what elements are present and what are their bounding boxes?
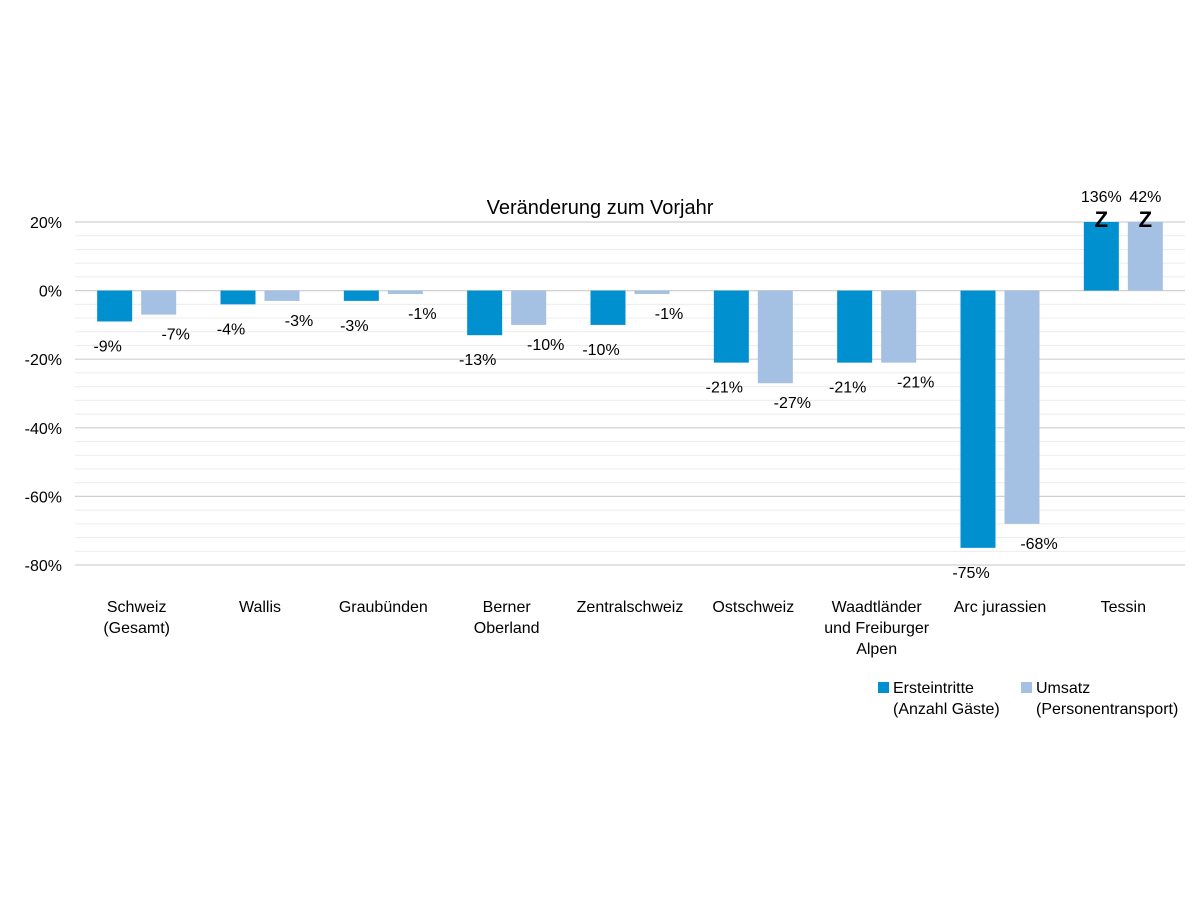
axis-break-marker: Z (1139, 207, 1152, 232)
data-label: -68% (1020, 536, 1057, 553)
bar-series1-7 (837, 290, 873, 363)
y-tick-label: -40% (25, 421, 62, 438)
bar-series2-4 (511, 290, 547, 325)
bar-series1-5 (590, 290, 626, 325)
data-label: -1% (655, 306, 683, 323)
y-tick-label: 0% (39, 284, 62, 301)
bar-series1-1 (97, 290, 133, 322)
bar-series2-7 (881, 290, 917, 363)
data-label: -3% (285, 313, 313, 330)
bar-series1-4 (467, 290, 503, 336)
legend-label-series2: (Personentransport) (1036, 701, 1178, 718)
bar-series1-9 (1083, 222, 1119, 291)
legend-swatch-series1 (878, 682, 889, 693)
category-label: (Gesamt) (103, 620, 170, 637)
category-label: Alpen (856, 641, 897, 658)
data-label: -21% (829, 380, 866, 397)
category-label: Graubünden (339, 599, 428, 616)
category-label: Wallis (239, 599, 281, 616)
bar-series2-8 (1004, 290, 1040, 524)
category-label: Arc jurassien (954, 599, 1046, 616)
y-tick-label: -80% (25, 558, 62, 575)
bar-series1-3 (343, 290, 379, 301)
bar-series1-6 (713, 290, 749, 363)
data-label: 42% (1129, 189, 1161, 206)
data-label: -3% (340, 318, 368, 335)
bar-series2-6 (757, 290, 793, 384)
data-label: -13% (459, 352, 496, 369)
bar-series2-9 (1127, 222, 1163, 291)
data-label: -4% (217, 321, 245, 338)
y-tick-label: -60% (25, 489, 62, 506)
category-label: Oberland (474, 620, 540, 637)
bar-series2-2 (264, 290, 300, 301)
bar-series2-5 (634, 290, 670, 295)
y-tick-label: -20% (25, 352, 62, 369)
data-label: -27% (774, 395, 811, 412)
data-label: -21% (897, 375, 934, 392)
category-label: Berner (483, 599, 532, 616)
category-label: und Freiburger (824, 620, 930, 637)
bar-series1-2 (220, 290, 256, 305)
legend-swatch-series2 (1021, 682, 1032, 693)
data-label: -1% (408, 306, 436, 323)
bar-series1-8 (960, 290, 996, 548)
category-label: Tessin (1101, 599, 1146, 616)
bar-series2-3 (387, 290, 423, 295)
data-label: -10% (582, 342, 619, 359)
data-label: -75% (952, 565, 989, 582)
data-label: -21% (706, 380, 743, 397)
chart-title: Veränderung zum Vorjahr (487, 197, 714, 219)
category-label: Schweiz (107, 599, 167, 616)
category-label: Ostschweiz (712, 599, 794, 616)
category-label: Waadtländer (832, 599, 923, 616)
legend-label-series1: (Anzahl Gäste) (893, 701, 1000, 718)
bar-series2-1 (141, 290, 177, 315)
legend-label-series2: Umsatz (1036, 680, 1090, 697)
y-tick-label: 20% (30, 215, 62, 232)
data-label: -10% (527, 337, 564, 354)
category-label: Zentralschweiz (577, 599, 684, 616)
data-label: -9% (93, 338, 121, 355)
axis-break-marker: Z (1095, 207, 1108, 232)
data-label: 136% (1081, 189, 1122, 206)
data-label: -7% (161, 327, 189, 344)
legend-label-series1: Ersteintritte (893, 680, 974, 697)
